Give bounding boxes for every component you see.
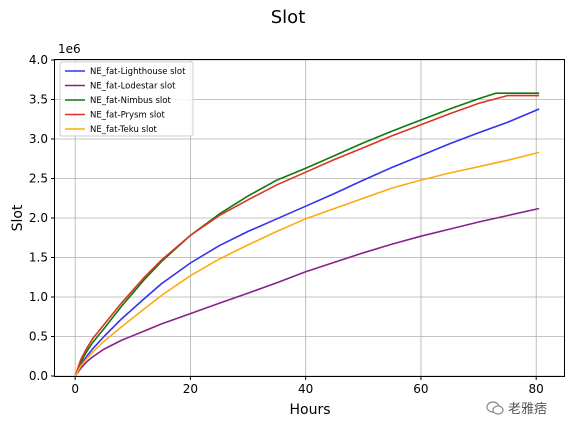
y-tick-label: 4.0 [29,53,48,67]
chart-title: Slot [271,7,306,28]
y-tick-label: 0.5 [29,330,48,344]
legend-label-2: NE_fat-Lodestar slot [90,82,176,92]
series-line-1 [74,108,540,377]
y-tick-label: 0.0 [29,369,48,383]
x-ticks: 0 20 40 60 80 [71,376,544,396]
legend-label-3: NE_fat-Nimbus slot [90,96,171,106]
x-tick-label: 40 [298,382,313,396]
y-axis-label: Slot [10,204,26,231]
y-offset-label: 1e6 [58,42,81,56]
x-tick-label: 0 [71,382,79,396]
watermark: 老雅痞 [486,398,547,417]
series-line-3 [74,92,540,377]
x-tick-label: 60 [413,382,428,396]
series-line-5 [74,151,540,377]
y-tick-label: 1.0 [29,290,48,304]
legend-box [59,61,194,137]
legend-label-5: NE_fat-Teku slot [90,125,158,135]
legend: NE_fat-Lighthouse slot NE_fat-Lodestar sl… [59,61,194,137]
y-tick-label: 2.0 [29,211,48,225]
watermark-text: 老雅痞 [508,402,548,417]
legend-label-1: NE_fat-Lighthouse slot [90,67,186,77]
series-line-2 [74,207,540,377]
y-tick-label: 3.5 [29,93,48,107]
x-tick-label: 80 [529,382,544,396]
y-tick-label: 2.5 [29,172,48,186]
series-line-4 [74,94,540,377]
y-tick-label: 3.0 [29,132,48,146]
y-tick-label: 1.5 [29,251,48,265]
x-axis-label: Hours [289,402,330,418]
x-tick-label: 20 [183,382,198,396]
series-lines [74,92,540,377]
legend-label-4: NE_fat-Prysm slot [90,111,165,121]
y-ticks: 0.0 0.5 1.0 1.5 2.0 2.5 3.0 3.5 4.0 [29,53,55,383]
wechat-icon [486,400,504,415]
